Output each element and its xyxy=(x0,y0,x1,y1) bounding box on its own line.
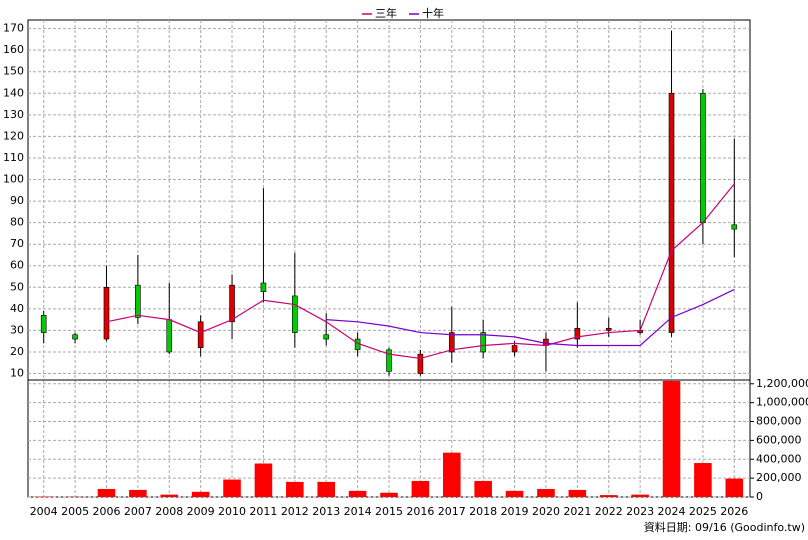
y2-tick-label: 200,000 xyxy=(756,471,802,484)
volume-bar xyxy=(442,452,461,497)
y-tick-label: 100 xyxy=(3,173,24,186)
volume-bar xyxy=(97,488,116,497)
x-tick-label: 2017 xyxy=(438,505,466,518)
x-tick-label: 2015 xyxy=(375,505,403,518)
y2-tick-label: 400,000 xyxy=(756,452,802,465)
x-tick-label: 2007 xyxy=(124,505,152,518)
y-tick-label: 20 xyxy=(10,345,24,358)
y-tick-label: 140 xyxy=(3,86,24,99)
candle-body xyxy=(511,345,518,353)
volume-bar xyxy=(411,480,430,497)
candle-body xyxy=(40,315,47,333)
candle-body xyxy=(574,327,581,340)
volume-bar xyxy=(380,492,398,497)
x-tick-label: 2004 xyxy=(30,505,58,518)
volume-bar xyxy=(631,494,649,497)
volume-bar xyxy=(694,463,712,497)
y2-tick-label: 600,000 xyxy=(756,433,802,446)
y-tick-label: 150 xyxy=(3,65,24,78)
legend-label: 三年 xyxy=(375,6,397,20)
candle-body xyxy=(731,224,738,230)
y2-tick-label: 0 xyxy=(756,490,763,503)
volume-bar xyxy=(568,489,587,497)
volume-bar xyxy=(191,491,210,497)
x-tick-label: 2010 xyxy=(218,505,246,518)
candle-body xyxy=(480,332,486,353)
candle-body xyxy=(605,327,612,331)
y-tick-label: 160 xyxy=(3,43,24,56)
candle-body xyxy=(72,334,78,340)
volume-bar xyxy=(662,380,681,497)
candle-body xyxy=(386,349,392,372)
candle-body xyxy=(103,287,110,340)
y-tick-label: 10 xyxy=(10,367,24,380)
candle-body xyxy=(668,92,675,333)
x-tick-label: 2009 xyxy=(187,505,215,518)
candle-body xyxy=(292,295,298,333)
y2-tick-label: 800,000 xyxy=(756,415,802,428)
volume-bar xyxy=(223,479,241,497)
x-tick-label: 2012 xyxy=(281,505,309,518)
x-tick-label: 2025 xyxy=(689,505,717,518)
x-tick-label: 2019 xyxy=(501,505,529,518)
candle-body xyxy=(448,332,455,353)
volume-bar xyxy=(317,481,336,497)
x-tick-label: 2020 xyxy=(532,505,560,518)
x-tick-label: 2021 xyxy=(563,505,591,518)
y-tick-label: 80 xyxy=(10,216,24,229)
x-tick-label: 2026 xyxy=(720,505,748,518)
source-note: 資料日期: 09/16 (Goodinfo.tw) xyxy=(644,520,805,534)
x-tick-label: 2006 xyxy=(92,505,120,518)
y-tick-label: 120 xyxy=(3,129,24,142)
volume-bar xyxy=(160,494,179,497)
x-tick-label: 2024 xyxy=(658,505,686,518)
y-tick-label: 70 xyxy=(10,237,24,250)
candle-body xyxy=(323,334,330,340)
x-tick-label: 2022 xyxy=(595,505,623,518)
candle-body xyxy=(135,284,141,318)
y-tick-label: 130 xyxy=(3,108,24,121)
volume-bar xyxy=(348,490,367,497)
x-tick-label: 2011 xyxy=(249,505,277,518)
candle-body xyxy=(166,319,173,353)
y-tick-label: 40 xyxy=(10,302,24,315)
y-tick-label: 30 xyxy=(10,323,24,336)
volume-bar xyxy=(474,480,492,497)
y2-tick-label: 1,200,000 xyxy=(756,377,808,390)
x-tick-label: 2016 xyxy=(406,505,434,518)
volume-bar xyxy=(505,490,524,497)
volume-bar xyxy=(254,463,273,497)
x-tick-label: 2023 xyxy=(626,505,654,518)
candle-body xyxy=(417,353,424,374)
y-tick-label: 110 xyxy=(3,151,24,164)
ma-line xyxy=(106,183,735,360)
candle-body xyxy=(229,284,235,323)
x-tick-label: 2005 xyxy=(61,505,89,518)
x-tick-label: 2013 xyxy=(312,505,340,518)
volume-bar xyxy=(129,489,147,497)
y2-tick-label: 1,000,000 xyxy=(756,396,808,409)
x-tick-label: 2018 xyxy=(469,505,497,518)
ma-line xyxy=(326,288,735,347)
y-tick-label: 170 xyxy=(3,22,24,35)
volume-bar xyxy=(599,495,618,497)
legend-label: 十年 xyxy=(422,6,444,20)
volume-bar xyxy=(537,488,555,497)
x-tick-label: 2008 xyxy=(155,505,183,518)
y-tick-label: 60 xyxy=(10,259,24,272)
candle-body xyxy=(260,282,267,292)
volume-bar xyxy=(725,478,744,497)
volume-bar xyxy=(286,481,304,497)
candle-body xyxy=(197,321,204,348)
x-tick-label: 2014 xyxy=(344,505,372,518)
y-tick-label: 50 xyxy=(10,280,24,293)
y-tick-label: 90 xyxy=(10,194,24,207)
candle-body xyxy=(700,92,706,223)
